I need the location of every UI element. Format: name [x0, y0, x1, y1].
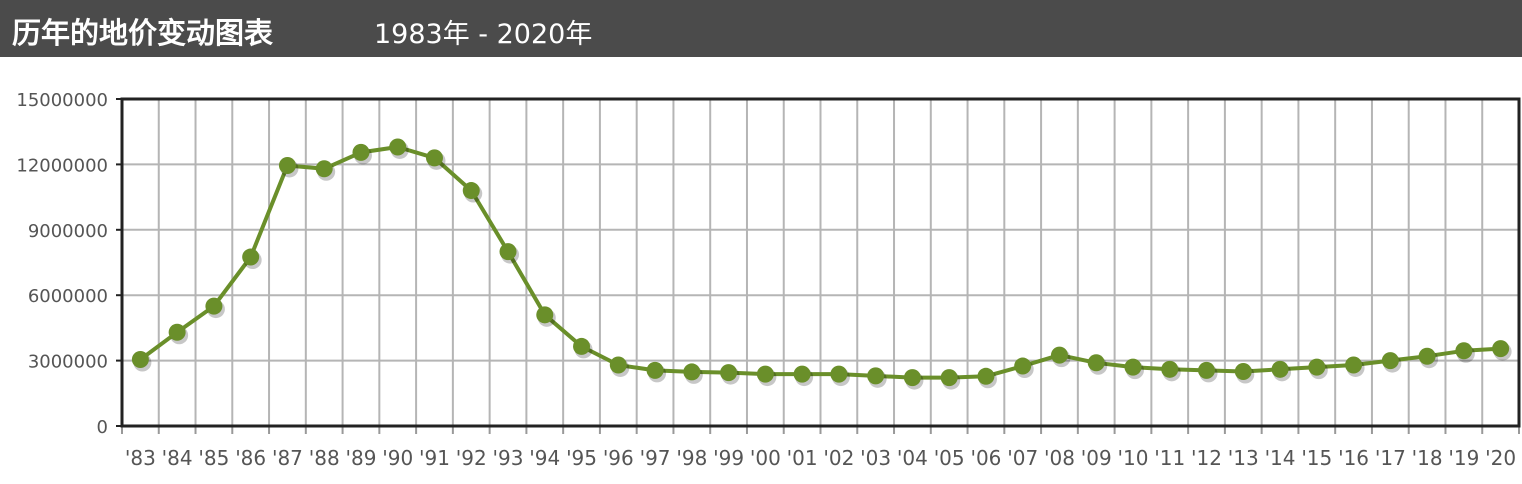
data-point: [1308, 358, 1326, 376]
x-tick-label: '90: [382, 446, 413, 470]
y-axis-ticks: 0 3000000 6000000 9000000 12000000 15000000: [16, 90, 122, 438]
x-tick-label: '05: [934, 446, 965, 470]
y-tick-label: 6000000: [28, 286, 108, 307]
x-tick-label: '84: [162, 446, 193, 470]
data-point: [1050, 346, 1068, 364]
data-point: [131, 351, 149, 369]
x-tick-label: '10: [1118, 446, 1149, 470]
x-tick-label: '87: [272, 446, 303, 470]
data-point: [462, 182, 480, 200]
data-point: [1455, 342, 1473, 360]
data-point: [315, 160, 333, 178]
x-tick-label: '11: [1154, 446, 1185, 470]
x-tick-label: '98: [676, 446, 707, 470]
grid-lines: [122, 98, 1519, 427]
data-point: [940, 369, 958, 387]
plot-frame: [120, 97, 1521, 428]
x-tick-label: '91: [419, 446, 450, 470]
data-point: [903, 369, 921, 387]
data-point: [1381, 352, 1399, 370]
x-tick-label: '13: [1228, 446, 1259, 470]
data-point: [1198, 361, 1216, 379]
data-point: [977, 367, 995, 385]
data-point: [425, 149, 443, 167]
data-point: [1418, 347, 1436, 365]
x-tick-label: '01: [787, 446, 818, 470]
x-tick-label: '89: [345, 446, 376, 470]
x-axis-ticks: '83'84'85'86'87'88'89'90'91'92'93'94'95 '…: [121, 426, 1520, 470]
x-tick-label: '06: [970, 446, 1001, 470]
land-price-line-chart: 0 3000000 6000000 9000000 12000000 15000000 '…: [16, 90, 1521, 470]
x-tick-label: '97: [640, 446, 671, 470]
data-point: [242, 248, 260, 266]
x-tick-label: '08: [1044, 446, 1075, 470]
data-point: [867, 367, 885, 385]
data-point: [1492, 340, 1510, 358]
x-tick-label: '04: [897, 446, 928, 470]
data-point: [1161, 360, 1179, 378]
x-tick-label: '07: [1007, 446, 1038, 470]
x-tick-label: '17: [1375, 446, 1406, 470]
data-point: [1271, 360, 1289, 378]
x-tick-label: '00: [750, 446, 781, 470]
x-tick-label: '02: [823, 446, 854, 470]
data-point: [499, 243, 517, 261]
year-range: 1983年 - 2020年: [374, 19, 593, 50]
data-point: [573, 337, 591, 355]
chart-header: 历年的地价变动图表 1983年 - 2020年: [0, 0, 1522, 57]
y-tick-label: 9000000: [28, 221, 108, 242]
x-tick-label: '15: [1301, 446, 1332, 470]
x-tick-label: '88: [309, 446, 340, 470]
x-tick-label: '03: [860, 446, 891, 470]
x-tick-label: '94: [529, 446, 560, 470]
y-tick-label: 0: [97, 417, 108, 438]
x-tick-label: '14: [1265, 446, 1296, 470]
x-tick-label: '12: [1191, 446, 1222, 470]
x-tick-label: '96: [603, 446, 634, 470]
data-point: [646, 361, 664, 379]
x-tick-label: '93: [493, 446, 524, 470]
y-tick-label: 12000000: [16, 155, 108, 176]
data-point: [1087, 354, 1105, 372]
x-tick-label: '83: [125, 446, 156, 470]
x-tick-label: '99: [713, 446, 744, 470]
x-tick-label: '86: [235, 446, 266, 470]
x-tick-label: '20: [1485, 446, 1516, 470]
data-point: [830, 365, 848, 383]
x-tick-label: '85: [198, 446, 229, 470]
x-tick-label: '16: [1338, 446, 1369, 470]
data-point: [205, 297, 223, 315]
data-point: [683, 363, 701, 381]
data-point: [536, 306, 554, 324]
series-points: [131, 138, 1512, 390]
x-tick-label: '19: [1448, 446, 1479, 470]
data-point: [1345, 356, 1363, 374]
x-tick-label: '92: [456, 446, 487, 470]
x-tick-label: '95: [566, 446, 597, 470]
x-tick-label: '18: [1412, 446, 1443, 470]
data-point: [720, 364, 738, 382]
y-tick-label: 15000000: [16, 90, 108, 111]
chart-title: 历年的地价变动图表: [12, 16, 274, 50]
data-point: [389, 138, 407, 156]
data-point: [278, 156, 296, 174]
data-point: [609, 356, 627, 374]
data-point: [793, 365, 811, 383]
data-point: [352, 143, 370, 161]
data-point: [168, 323, 186, 341]
data-point: [756, 365, 774, 383]
y-tick-label: 3000000: [28, 352, 108, 373]
x-tick-label: '09: [1081, 446, 1112, 470]
data-point: [1234, 363, 1252, 380]
data-point: [1124, 358, 1142, 376]
data-point: [1014, 357, 1032, 375]
